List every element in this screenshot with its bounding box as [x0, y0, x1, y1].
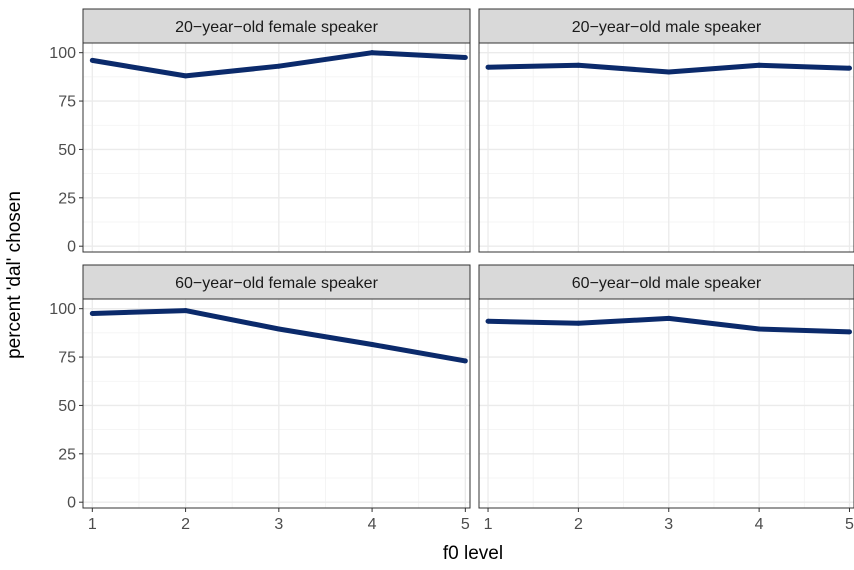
data-point [846, 329, 852, 335]
y-tick-label: 0 [67, 239, 76, 256]
panel-border [82, 298, 471, 509]
x-tick-label: 2 [574, 516, 583, 533]
data-point [485, 318, 491, 324]
data-point [369, 50, 375, 56]
y-tick-label: 75 [58, 94, 76, 111]
data-point [183, 308, 189, 314]
x-tick-label: 2 [181, 516, 190, 533]
data-point [369, 341, 375, 347]
data-point [89, 57, 95, 63]
x-tick-label: 3 [274, 516, 283, 533]
facet-title: 60−year−old female speaker [175, 275, 378, 292]
x-tick-label: 3 [664, 516, 673, 533]
x-tick-label: 5 [845, 516, 854, 533]
x-axis-label: f0 level [443, 543, 503, 564]
facet-title: 20−year−old male speaker [572, 19, 762, 36]
data-point [462, 55, 468, 61]
data-point [276, 63, 282, 69]
facet-strip [82, 264, 471, 300]
facet-title: 20−year−old female speaker [175, 19, 378, 36]
y-tick-label: 25 [58, 190, 76, 207]
data-point [666, 69, 672, 75]
y-axis-label: percent 'dal' chosen [4, 191, 25, 359]
data-point [846, 65, 852, 71]
data-point [575, 320, 581, 326]
data-point [756, 62, 762, 68]
y-tick-label: 25 [58, 446, 76, 463]
x-tick-label: 4 [368, 516, 377, 533]
data-point [485, 64, 491, 70]
facet-strip [82, 8, 471, 44]
facet-title: 60−year−old male speaker [572, 275, 762, 292]
data-point [575, 62, 581, 68]
data-point [89, 311, 95, 317]
data-point [183, 73, 189, 79]
x-tick-label: 1 [484, 516, 493, 533]
panel-border [82, 42, 471, 253]
y-tick-label: 50 [58, 142, 76, 159]
data-point [756, 326, 762, 332]
x-tick-label: 4 [755, 516, 764, 533]
y-tick-label: 100 [49, 45, 76, 62]
x-tick-label: 5 [461, 516, 470, 533]
y-tick-label: 75 [58, 350, 76, 367]
data-point [462, 358, 468, 364]
facet-strip [478, 264, 854, 300]
data-point [666, 315, 672, 321]
panel-background [479, 43, 854, 252]
panel-border [478, 298, 854, 509]
x-tick-label: 1 [88, 516, 97, 533]
panel-background [83, 299, 470, 508]
y-tick-label: 50 [58, 398, 76, 415]
panel-background [83, 43, 470, 252]
y-tick-label: 100 [49, 301, 76, 318]
y-tick-label: 0 [67, 495, 76, 512]
panel-border [478, 42, 854, 253]
panel-background [479, 299, 854, 508]
data-point [276, 326, 282, 332]
